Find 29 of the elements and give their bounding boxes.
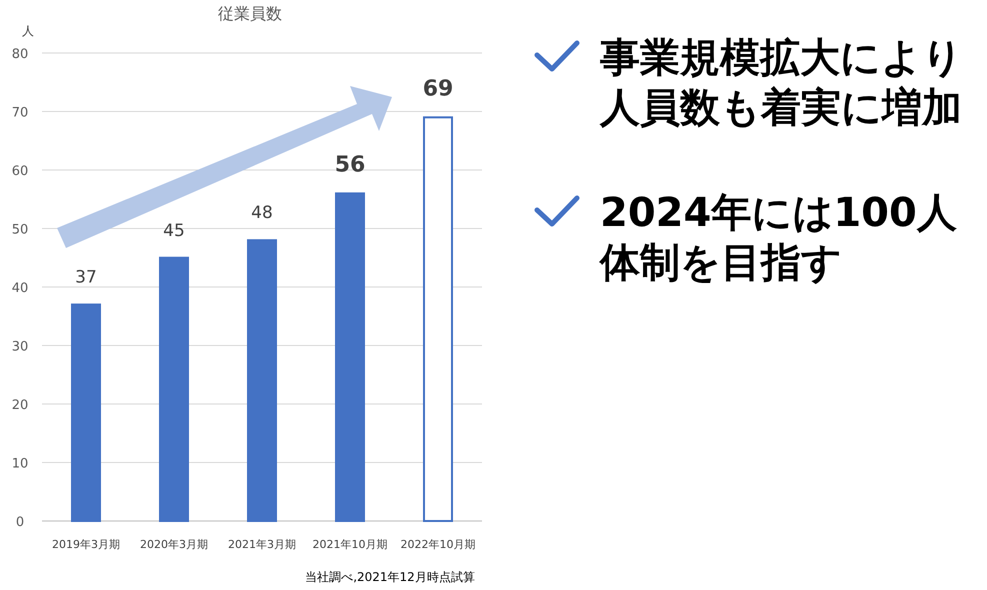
text: 当社調べ,2021年12月時点試算 [305,570,475,584]
data-label: 69 [422,76,454,102]
bar [247,239,277,522]
data-label: 37 [75,268,97,288]
y-tick-label: 80 [12,47,28,62]
y-tick-label: 60 [12,164,28,179]
y-tick-label: 30 [12,340,28,354]
x-tick-label: 2022年10月期 [400,538,476,551]
bar [335,192,365,522]
y-tick-label: 10 [12,456,28,472]
data-label: 45 [163,220,185,241]
bar [423,116,453,522]
bar [71,304,101,522]
data-label: 56 [334,152,366,178]
y-tick-label: 40 [12,281,28,296]
y-tick-label: 50 [12,222,28,238]
text: 事業規模拡大により人員数も着実に増加 [600,34,964,133]
x-tick-label: 2019年3月期 [52,538,120,551]
y-tick-label: 0 [16,515,24,530]
y-tick-label: 20 [12,398,28,413]
x-tick-label: 2020年3月期 [140,538,208,551]
chart-title: 従業員数 [218,4,282,23]
data-label: 48 [251,203,273,224]
text: 2024年には100人体制を目指す [600,189,958,288]
x-tick-label: 2021年10月期 [312,538,388,551]
bar [159,256,189,522]
y-tick-label: 70 [12,106,28,120]
x-tick-label: 2021年3月期 [228,538,296,551]
y-axis-title: 人 [22,24,34,38]
